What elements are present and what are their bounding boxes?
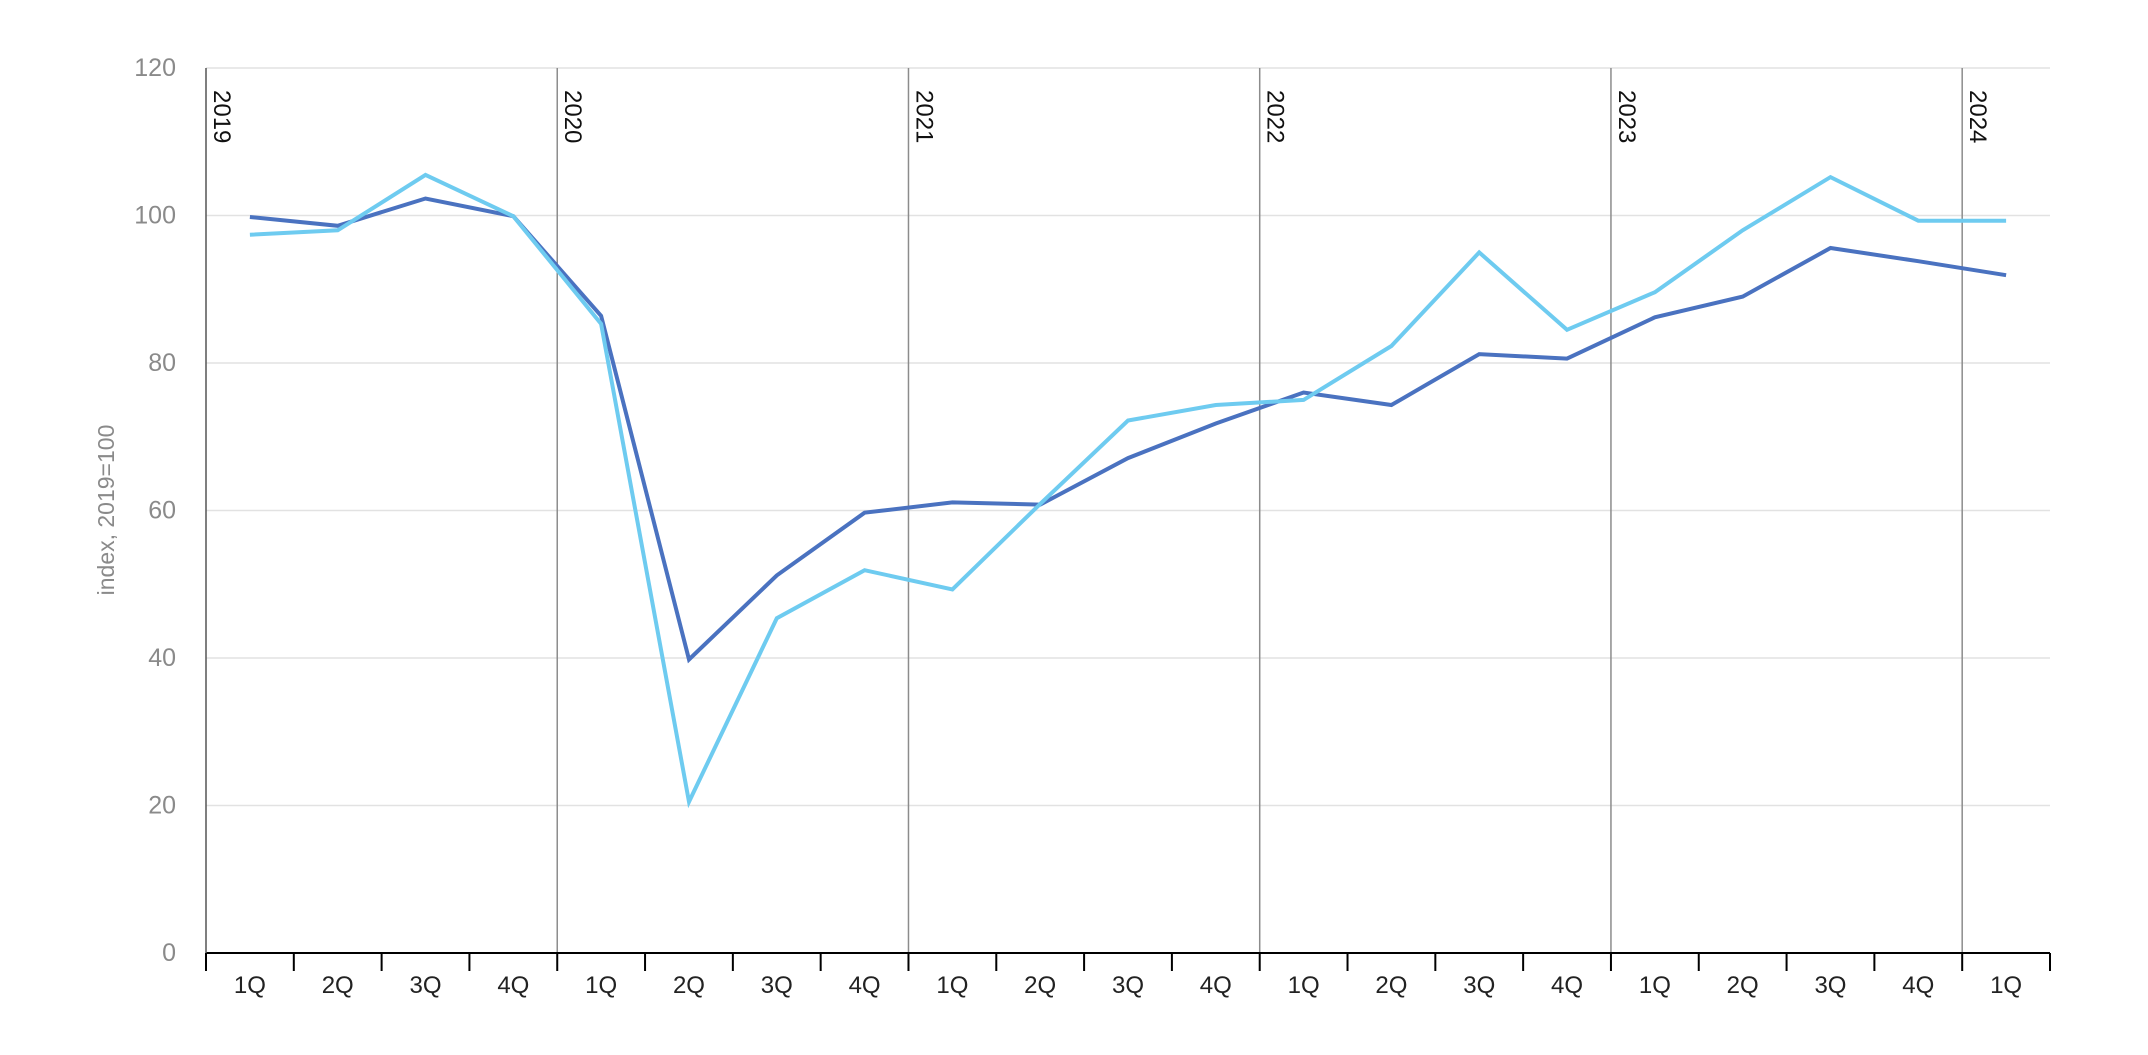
x-tick-label: 1Q (1639, 972, 1671, 999)
y-tick-label: 80 (148, 349, 176, 377)
x-tick-label: 4Q (1551, 972, 1583, 999)
x-tick-label: 4Q (497, 972, 529, 999)
year-dividers: 2019 2020 2021 2022 2023 2024 (208, 68, 1991, 953)
y-axis-label: index, 2019=100 (93, 425, 119, 596)
x-tick-label: 3Q (1463, 972, 1495, 999)
year-label: 2024 (1964, 90, 1991, 143)
x-tick-label: 1Q (585, 972, 617, 999)
y-tick-label: 100 (134, 202, 176, 230)
series-line-1 (249, 196, 2007, 664)
year-label: 2023 (1613, 90, 1640, 143)
y-tick-label: 120 (134, 54, 176, 82)
x-tick-label: 2Q (322, 972, 354, 999)
year-label: 2021 (910, 90, 937, 143)
year-label: 2019 (208, 90, 235, 143)
x-tick-label: 2Q (1024, 972, 1056, 999)
y-tick-label: 0 (162, 939, 176, 967)
year-label: 2020 (559, 90, 586, 143)
x-tick-label: 2Q (1727, 972, 1759, 999)
x-tick-label: 4Q (1200, 972, 1232, 999)
x-tick-label: 1Q (1990, 972, 2022, 999)
x-tick-label: 3Q (410, 972, 442, 999)
x-tick-label: 1Q (1288, 972, 1320, 999)
y-tick-label: 20 (148, 792, 176, 820)
x-tick-label: 3Q (1814, 972, 1846, 999)
x-tick-label: 4Q (849, 972, 881, 999)
x-tick-label: 4Q (1902, 972, 1934, 999)
x-tick-label: 2Q (673, 972, 705, 999)
series-line-2 (249, 172, 2007, 809)
x-tick-label: 1Q (936, 972, 968, 999)
axes: 0 20 40 60 80 100 120 1Q 2Q 3Q 4Q 1Q 2Q 3Q 4Q 1Q 2Q 3Q 4Q 1… (134, 54, 2051, 999)
x-tick-label: 3Q (1112, 972, 1144, 999)
x-tick-label: 1Q (234, 972, 266, 999)
year-label: 2022 (1262, 90, 1289, 143)
y-tick-label: 40 (148, 644, 176, 672)
x-tick-label: 2Q (1375, 972, 1407, 999)
x-tick-label: 3Q (761, 972, 793, 999)
y-tick-label: 60 (148, 497, 176, 525)
gridlines (206, 67, 2050, 807)
series-lines (249, 172, 2007, 809)
